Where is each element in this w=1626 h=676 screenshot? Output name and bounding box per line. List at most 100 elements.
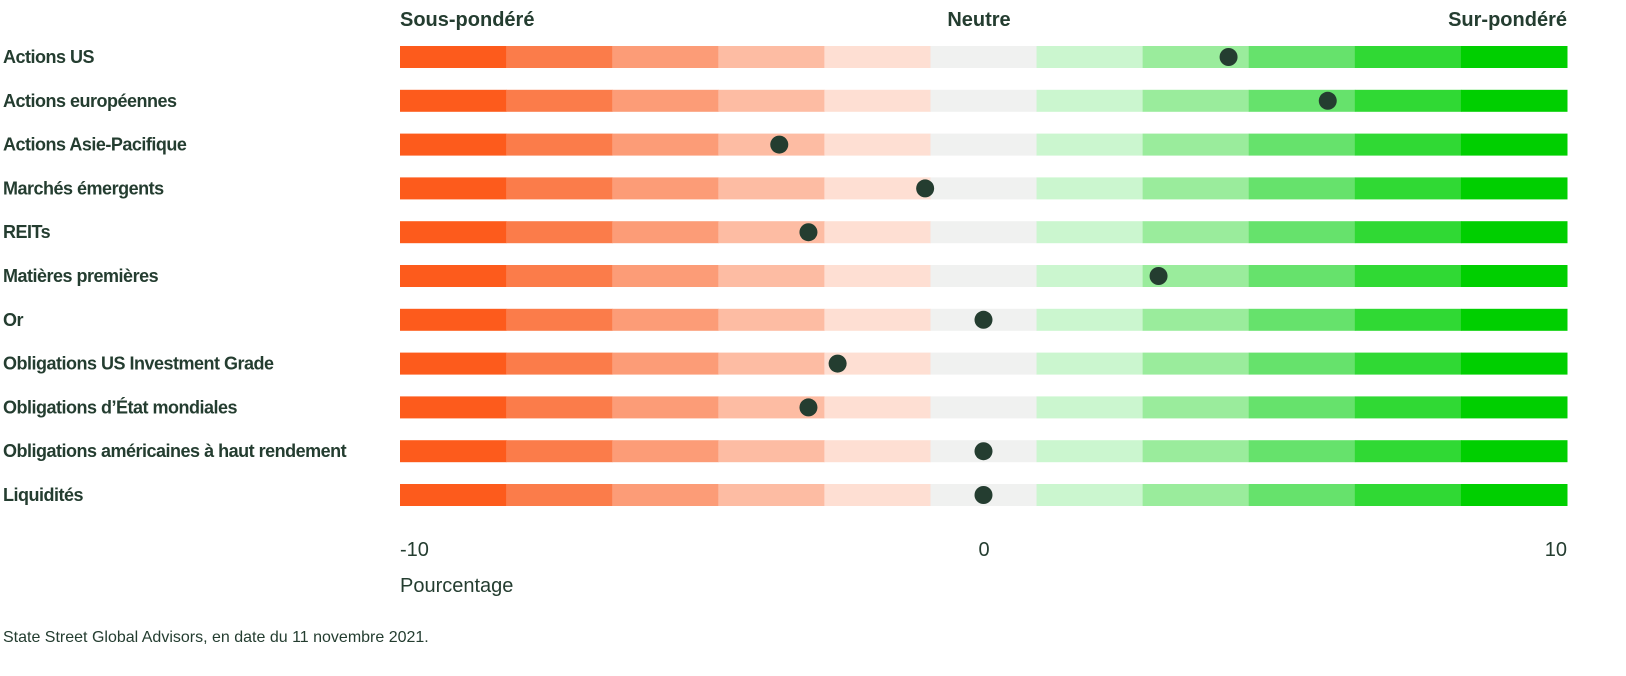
scale-segment	[1354, 484, 1462, 506]
category-label: Liquidités	[3, 485, 83, 505]
category-label: Obligations américaines à haut rendement	[3, 441, 347, 461]
value-dot	[916, 179, 935, 198]
category-label: Actions US	[3, 47, 95, 67]
header-left: Sous-pondéré	[400, 9, 534, 31]
scale-segment	[1142, 177, 1250, 200]
scale-segment	[1354, 221, 1462, 244]
scale-segment	[612, 352, 719, 375]
scale-segment	[1460, 221, 1568, 244]
category-label: Or	[3, 310, 24, 330]
value-dot	[799, 398, 818, 417]
scale-segment	[1036, 308, 1144, 331]
scale-segment	[824, 177, 931, 200]
scale-segment	[1036, 396, 1144, 419]
value-dot	[974, 442, 993, 461]
scale-segment	[612, 133, 719, 156]
category-label: Actions Asie-Pacifique	[3, 135, 187, 155]
scale-segment	[506, 265, 613, 287]
value-dot	[828, 354, 847, 373]
scale-segment	[1248, 484, 1356, 506]
scale-segment	[506, 396, 613, 419]
scale-segment	[1036, 352, 1144, 375]
scale-segment	[1142, 396, 1250, 419]
scale-segment	[612, 177, 719, 200]
scale-segment	[1460, 396, 1568, 419]
scale-segment	[1460, 133, 1568, 156]
scale-segment	[1142, 221, 1250, 244]
scale-segment	[1460, 46, 1568, 68]
scale-segment	[1036, 221, 1144, 244]
scale-segment	[930, 265, 1038, 287]
scale-segment	[930, 177, 1038, 200]
scale-segment	[1460, 265, 1568, 287]
source-note: State Street Global Advisors, en date du…	[3, 629, 429, 646]
scale-segment	[718, 89, 825, 112]
scale-segment	[612, 440, 719, 463]
scale-segment	[506, 440, 613, 463]
scale-segment	[506, 221, 613, 244]
scale-segment	[400, 352, 507, 375]
scale-segment	[506, 352, 613, 375]
category-label: Actions européennes	[3, 91, 177, 111]
scale-segment	[1460, 177, 1568, 200]
scale-segment	[1460, 440, 1568, 463]
value-dot	[770, 135, 789, 154]
scale-segment	[1248, 265, 1356, 287]
scale-segment	[1354, 46, 1462, 68]
scale-segment	[718, 484, 825, 506]
scale-segment	[1036, 89, 1144, 112]
scale-segment	[400, 221, 507, 244]
scale-segment	[506, 177, 613, 200]
value-dot	[799, 223, 818, 242]
scale-segment	[1036, 46, 1144, 68]
scale-segment	[1248, 89, 1356, 112]
x-tick-max: 10	[1545, 539, 1567, 561]
value-dot	[974, 486, 993, 504]
scale-segment	[930, 396, 1038, 419]
scale-segment	[1248, 177, 1356, 200]
scale-segment	[1036, 265, 1144, 287]
scale-segment	[506, 133, 613, 156]
value-dot	[1149, 267, 1168, 285]
category-label: REITs	[3, 222, 51, 242]
category-label: Marchés émergents	[3, 178, 164, 198]
scale-segment	[506, 484, 613, 506]
scale-segment	[930, 46, 1038, 68]
scale-segment	[1354, 177, 1462, 200]
scale-segment	[1248, 396, 1356, 419]
scale-segment	[1036, 440, 1144, 463]
value-dot	[974, 310, 993, 329]
scale-segment	[612, 308, 719, 331]
scale-segment	[824, 133, 931, 156]
scale-segment	[400, 265, 507, 287]
scale-segment	[718, 352, 825, 375]
scale-segment	[1248, 308, 1356, 331]
scale-segment	[400, 440, 507, 463]
scale-segment	[718, 46, 825, 68]
scale-segment	[1354, 89, 1462, 112]
scale-segment	[1354, 396, 1462, 419]
category-label: Obligations d’État mondiales	[3, 396, 238, 417]
scale-segment	[1248, 440, 1356, 463]
value-dot	[1219, 48, 1238, 66]
value-dot	[1318, 91, 1337, 110]
scale-segment	[824, 484, 931, 506]
scale-segment	[506, 46, 613, 68]
scale-segment	[718, 440, 825, 463]
scale-segment	[718, 265, 825, 287]
scale-segment	[824, 440, 931, 463]
header-right: Sur-pondéré	[1448, 9, 1567, 31]
x-tick-min: -10	[400, 539, 429, 561]
scale-segment	[1460, 308, 1568, 331]
x-tick-zero: 0	[978, 539, 989, 561]
scale-segment	[506, 308, 613, 331]
scale-segment	[1248, 352, 1356, 375]
scale-segment	[400, 46, 507, 68]
x-axis-label: Pourcentage	[400, 575, 513, 597]
scale-segment	[1354, 352, 1462, 375]
scale-segment	[824, 221, 931, 244]
scale-segment	[612, 484, 719, 506]
scale-segment	[718, 177, 825, 200]
scale-segment	[824, 352, 931, 375]
header-center: Neutre	[947, 9, 1010, 31]
